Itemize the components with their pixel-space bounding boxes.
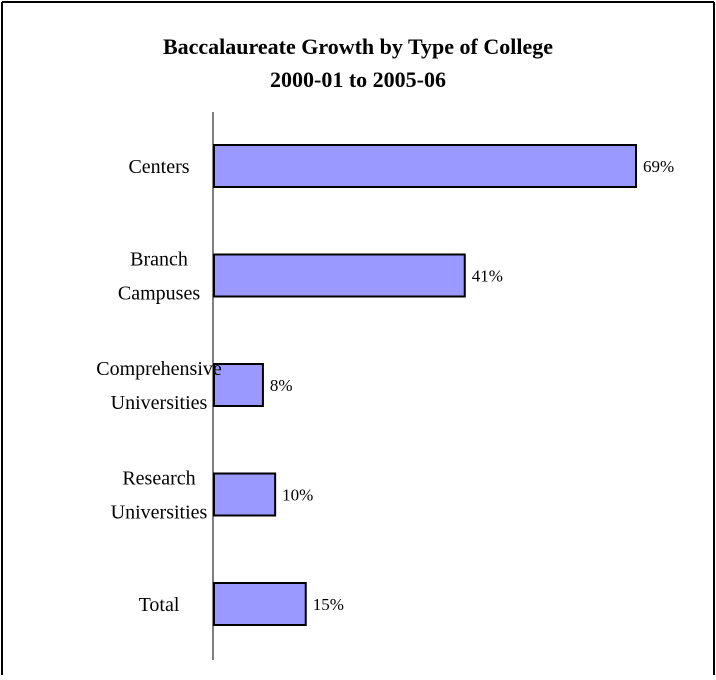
chart-title-line-2: 2000-01 to 2005-06 bbox=[270, 67, 446, 92]
category-label-branch-campuses-line-1: Branch bbox=[130, 249, 188, 271]
category-label-comprehensive-universities-line-2: Universities bbox=[111, 392, 208, 414]
data-label-research-universities: 10% bbox=[282, 486, 313, 505]
data-label-total: 15% bbox=[313, 595, 344, 614]
bars-group: 69% Centers 41% Branch Campuses 8% Comprehensi… bbox=[96, 144, 674, 626]
data-label-comprehensive-universities: 8% bbox=[270, 376, 293, 395]
chart-title-line-1: Baccalaureate Growth by Type of College bbox=[163, 34, 553, 59]
category-label-centers: Centers bbox=[128, 156, 189, 178]
category-label-total: Total bbox=[139, 594, 180, 616]
bar-branch-campuses bbox=[213, 253, 466, 298]
bar-comprehensive-universities bbox=[213, 363, 264, 407]
category-label-research-universities-line-2: Universities bbox=[111, 502, 208, 524]
category-label-branch-campuses-line-2: Campuses bbox=[118, 283, 200, 305]
category-label-comprehensive-universities-line-1: Comprehensive bbox=[96, 358, 222, 380]
data-label-centers: 69% bbox=[643, 157, 674, 176]
data-label-branch-campuses: 41% bbox=[472, 267, 503, 286]
bar-total bbox=[213, 582, 307, 626]
category-label-research-universities-line-1: Research bbox=[122, 468, 195, 490]
bar-centers bbox=[213, 144, 637, 188]
bar-research-universities bbox=[213, 472, 277, 517]
